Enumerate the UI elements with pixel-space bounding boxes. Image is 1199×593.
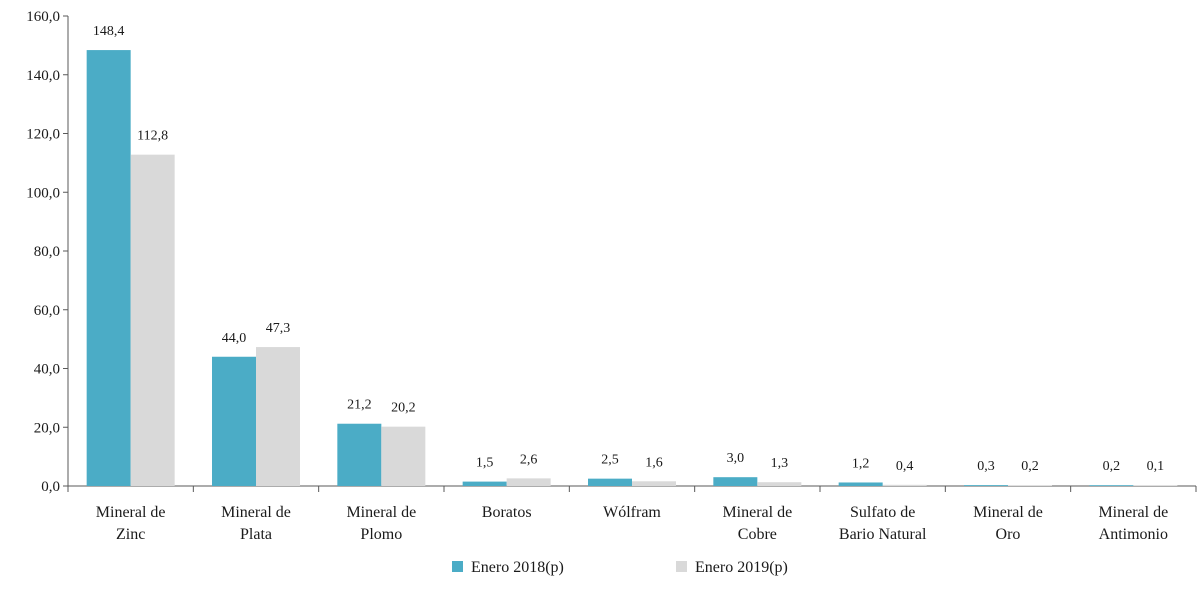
- x-category-label: Mineral de Plata: [221, 504, 291, 543]
- y-tick-label: 100,0: [26, 185, 60, 201]
- data-label: 2,5: [601, 453, 619, 468]
- legend: Enero 2018(p) Enero 2019(p): [452, 559, 788, 576]
- data-label: 1,3: [771, 456, 789, 471]
- bar-enero-2018: [1089, 485, 1134, 486]
- y-tick-label: 160,0: [26, 9, 60, 25]
- legend-swatch: [452, 561, 463, 572]
- data-label: 1,6: [645, 455, 663, 470]
- x-category-label: Wólfram: [603, 504, 661, 521]
- data-label: 47,3: [266, 321, 291, 336]
- y-tick-label: 140,0: [26, 68, 60, 84]
- y-tick-label: 60,0: [34, 303, 60, 319]
- bar-enero-2018: [838, 482, 883, 486]
- y-tick-label: 0,0: [41, 479, 60, 495]
- data-label: 21,2: [347, 398, 372, 413]
- x-category-label: Sulfato de Bario Natural: [839, 504, 927, 543]
- x-category-label: Mineral de Cobre: [722, 504, 792, 543]
- bar-enero-2019: [130, 154, 175, 486]
- data-label: 0,1: [1147, 459, 1165, 474]
- bar-enero-2018: [462, 481, 507, 486]
- data-label: 0,2: [1021, 459, 1039, 474]
- x-category-label: Mineral de Plomo: [346, 504, 416, 543]
- bar-enero-2019: [506, 478, 551, 486]
- bar-enero-2018: [337, 423, 382, 486]
- x-category-label: Mineral de Antimonio: [1098, 504, 1168, 543]
- data-label: 20,2: [391, 401, 416, 416]
- bar-enero-2018: [964, 485, 1008, 486]
- bar-enero-2019: [757, 482, 802, 486]
- y-tick-label: 80,0: [34, 244, 60, 260]
- bar-enero-2018: [212, 356, 256, 486]
- y-tick-label: 20,0: [34, 420, 60, 436]
- bar-enero-2019: [632, 481, 676, 486]
- bar-enero-2019: [1008, 485, 1052, 486]
- bars: [86, 50, 1178, 486]
- x-category-label: Boratos: [482, 504, 532, 521]
- data-label: 112,8: [137, 129, 168, 144]
- legend-label: Enero 2018(p): [471, 559, 564, 576]
- x-category-label: Mineral de Oro: [973, 504, 1043, 543]
- data-label: 0,2: [1103, 459, 1121, 474]
- bar-enero-2018: [86, 50, 131, 486]
- legend-label: Enero 2019(p): [695, 559, 788, 576]
- data-label: 0,3: [977, 459, 995, 474]
- bar-enero-2019: [256, 347, 300, 486]
- data-label: 148,4: [93, 24, 125, 39]
- bar-enero-2019: [1133, 485, 1178, 486]
- y-tick-label: 40,0: [34, 362, 60, 378]
- data-label: 44,0: [222, 331, 247, 346]
- axes: 0,0 20,0 40,0 60,0 80,0 100,0 120,0 140,0 160,0 M…: [26, 9, 1197, 543]
- bar-enero-2018: [713, 477, 758, 486]
- data-label: 0,4: [896, 459, 914, 474]
- legend-swatch: [676, 561, 687, 572]
- data-label: 1,5: [476, 456, 494, 471]
- data-label: 1,2: [852, 456, 870, 471]
- bar-enero-2019: [381, 426, 426, 486]
- bar-enero-2018: [588, 478, 632, 486]
- data-label: 2,6: [520, 452, 538, 467]
- data-label: 3,0: [727, 451, 745, 466]
- x-category-label: Mineral de Zinc: [96, 504, 166, 543]
- data-labels: 148,4 44,0 21,2 1,5 2,5 3,0 1,2 0,3 0,2 112,8 47,3…: [93, 24, 1164, 474]
- bar-enero-2019: [882, 484, 927, 486]
- y-tick-label: 120,0: [26, 127, 60, 143]
